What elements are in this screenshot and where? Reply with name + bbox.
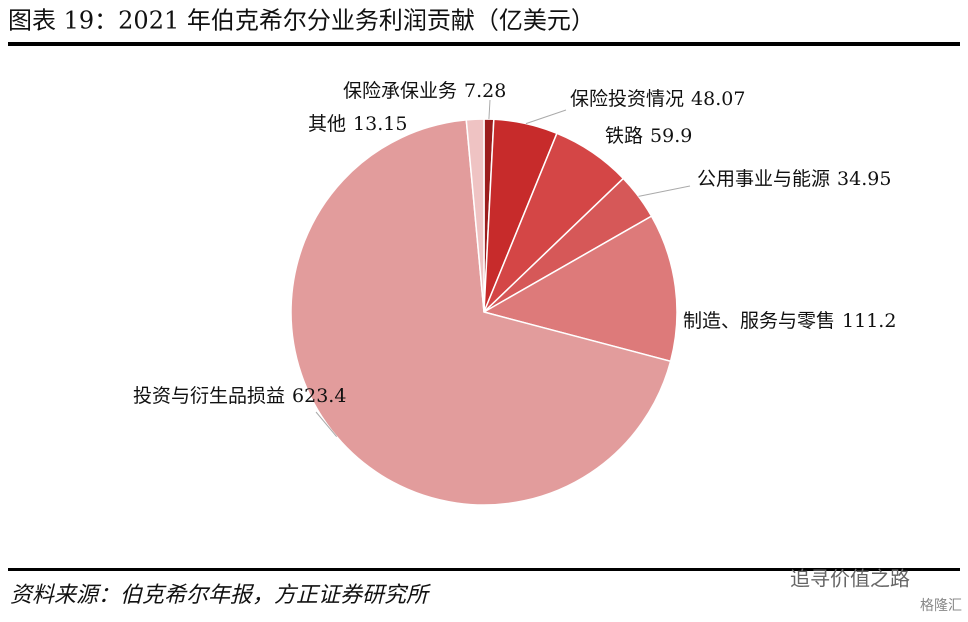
value-label: 59.9 bbox=[650, 125, 692, 147]
chart-title: 图表 19：2021 年伯克希尔分业务利润贡献（亿美元） bbox=[8, 7, 595, 35]
value-label: 7.28 bbox=[464, 80, 506, 102]
leader-line bbox=[315, 411, 338, 437]
pie-slice bbox=[465, 118, 485, 313]
title-rule bbox=[8, 42, 960, 46]
value-label: 13.15 bbox=[353, 113, 407, 135]
value-label: 48.07 bbox=[691, 88, 745, 110]
watermark: 追寻价值之路 bbox=[790, 567, 910, 591]
source: 资料来源：伯克希尔年报，方正证券研究所 bbox=[10, 583, 431, 608]
slice-label: 保险承保业务 bbox=[343, 80, 457, 102]
pie-slice bbox=[482, 215, 678, 363]
slice-label: 投资与衍生品损益 bbox=[133, 385, 285, 407]
slice-label: 保险投资情况 bbox=[570, 88, 684, 110]
leader-line bbox=[488, 99, 491, 120]
slice-label: 公用事业与能源 bbox=[697, 168, 830, 190]
value-label: 623.4 bbox=[292, 385, 346, 407]
value-label: 34.95 bbox=[837, 168, 891, 190]
watermark-logo: 格隆汇 bbox=[920, 598, 962, 614]
leader-line bbox=[638, 185, 691, 197]
leader-line bbox=[525, 109, 567, 125]
slice-label: 铁路 bbox=[605, 125, 643, 147]
slice-label: 制造、服务与零售 bbox=[683, 310, 835, 332]
value-label: 111.2 bbox=[842, 310, 896, 332]
slice-label: 其他 bbox=[308, 113, 346, 135]
source-rule bbox=[8, 568, 960, 571]
